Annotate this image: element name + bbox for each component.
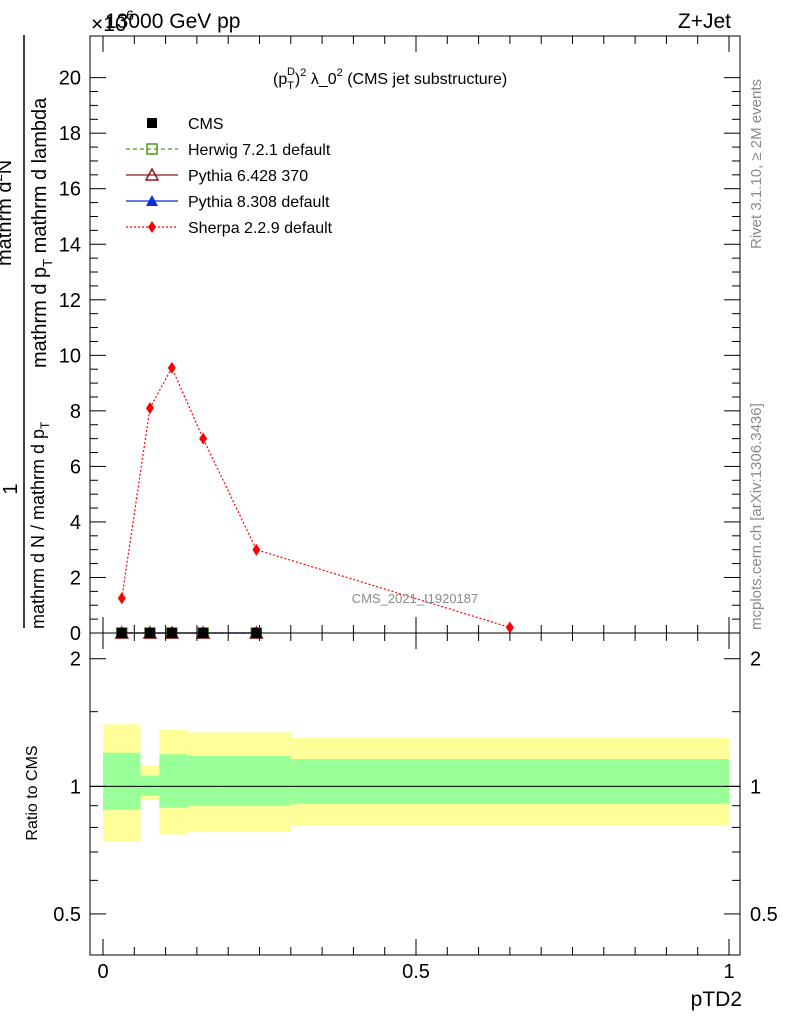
ratio-band-inner (159, 754, 188, 808)
main-ytick-label: 8 (70, 401, 81, 423)
legend-marker-sherpa (148, 221, 156, 233)
ratio-band-inner (187, 755, 222, 806)
series-point-sherpa (252, 543, 261, 556)
series-point-sherpa (145, 402, 154, 415)
ratio-panel: 0.5 0.5 1 1 2 2 0 0.5 1 Ratio to CMS pTD2 (24, 632, 778, 1011)
xlabel: pTD2 (691, 988, 742, 1011)
title-sup3: 2 (337, 67, 343, 79)
ratio-band-inner (290, 759, 729, 804)
ratio-ytick-label: 2 (70, 649, 81, 671)
ratio-xtick-label: 0 (97, 961, 108, 983)
title-rest: (CMS jet substructure) (343, 71, 507, 88)
main-ytick-label: 4 (70, 512, 81, 534)
main-ytick-label: 12 (59, 290, 81, 312)
ratio-band-inner (221, 755, 291, 806)
legend: CMS Herwig 7.2.1 default Pythia 6.428 370 P… (126, 116, 333, 237)
main-ytick-label: 20 (59, 68, 81, 90)
legend-marker-pythia6 (144, 167, 160, 181)
ratio-xtick-label: 0.5 (402, 961, 430, 983)
main-ytick-label: 14 (59, 234, 81, 256)
header-right: Z+Jet (678, 10, 731, 33)
series-point-sherpa (167, 361, 176, 374)
header-left: 13000 GeV pp (105, 10, 240, 33)
ratio-ylabel: Ratio to CMS (24, 745, 41, 840)
mcplots-label: mcplots.cern.ch [arXiv:1306.3436] (748, 403, 765, 630)
series-point-sherpa (199, 432, 208, 445)
main-ticks: 0 2 4 6 8 10 12 14 16 18 20 (59, 36, 740, 645)
legend-marker-herwig (146, 143, 158, 155)
series-line-sherpa (121, 366, 511, 629)
title-p: (p (273, 71, 287, 88)
title-lam: λ_0 (306, 71, 336, 88)
ylabel-upper: mathrm d2N (0, 160, 16, 266)
title-sub: T (287, 80, 294, 92)
exponent-prefix: ×10 (91, 13, 127, 36)
legend-marker-pythia8 (146, 195, 158, 206)
legend-label-pythia8: Pythia 8.308 default (188, 194, 330, 211)
ratio-ytick-label-right: 1 (750, 776, 761, 798)
ratio-ytick-label-right: 2 (750, 649, 761, 671)
exponent: −6 (118, 7, 134, 23)
legend-marker-cms (147, 118, 157, 128)
ratio-ytick-label-right: 0.5 (750, 904, 778, 926)
ratio-xtick-label: 1 (723, 961, 734, 983)
legend-label-sherpa: Sherpa 2.2.9 default (188, 220, 333, 237)
main-ytick-label: 16 (59, 179, 81, 201)
main-ytick-label: 10 (59, 345, 81, 367)
series-point-sherpa (117, 592, 126, 605)
legend-label-pythia6: Pythia 6.428 370 (188, 168, 308, 185)
legend-label-herwig: Herwig 7.2.1 default (188, 142, 331, 159)
ratio-ytick-label: 0.5 (53, 904, 81, 926)
main-ytick-label: 0 (70, 623, 81, 645)
ylabel-lower: mathrm d pT mathrm d lambda (29, 97, 55, 368)
ylabel-numerator: 1 (0, 483, 22, 494)
main-ylabel: 1 mathrm d N / mathrm d pT mathrm d2N ma… (0, 35, 55, 629)
series-point-sherpa (505, 621, 514, 634)
ylabel-denominator: mathrm d N / mathrm d pT (28, 421, 52, 629)
ratio-ticks: 0.5 0.5 1 1 2 2 0 0.5 1 (53, 633, 778, 983)
ratio-ytick-label: 1 (70, 776, 81, 798)
ratio-band-inner (103, 752, 141, 810)
watermark: CMS_2021_I1920187 (352, 591, 479, 606)
main-ytick-label: 6 (70, 456, 81, 478)
ratio-frame (89, 632, 741, 956)
ratio-band-inner (140, 775, 160, 796)
title-sup: D (287, 66, 295, 78)
title-sup2: 2 (300, 67, 306, 79)
title-mid: ) (295, 71, 300, 88)
main-ytick-label: 18 (59, 123, 81, 145)
main-ytick-label: 2 (70, 567, 81, 589)
rivet-label: Rivet 3.1.10, ≥ 2M events (748, 79, 765, 249)
main-title: (pTD)2 λ_02 (CMS jet substructure) (273, 66, 507, 92)
legend-label-cms: CMS (188, 116, 224, 133)
ratio-bands (103, 724, 729, 842)
